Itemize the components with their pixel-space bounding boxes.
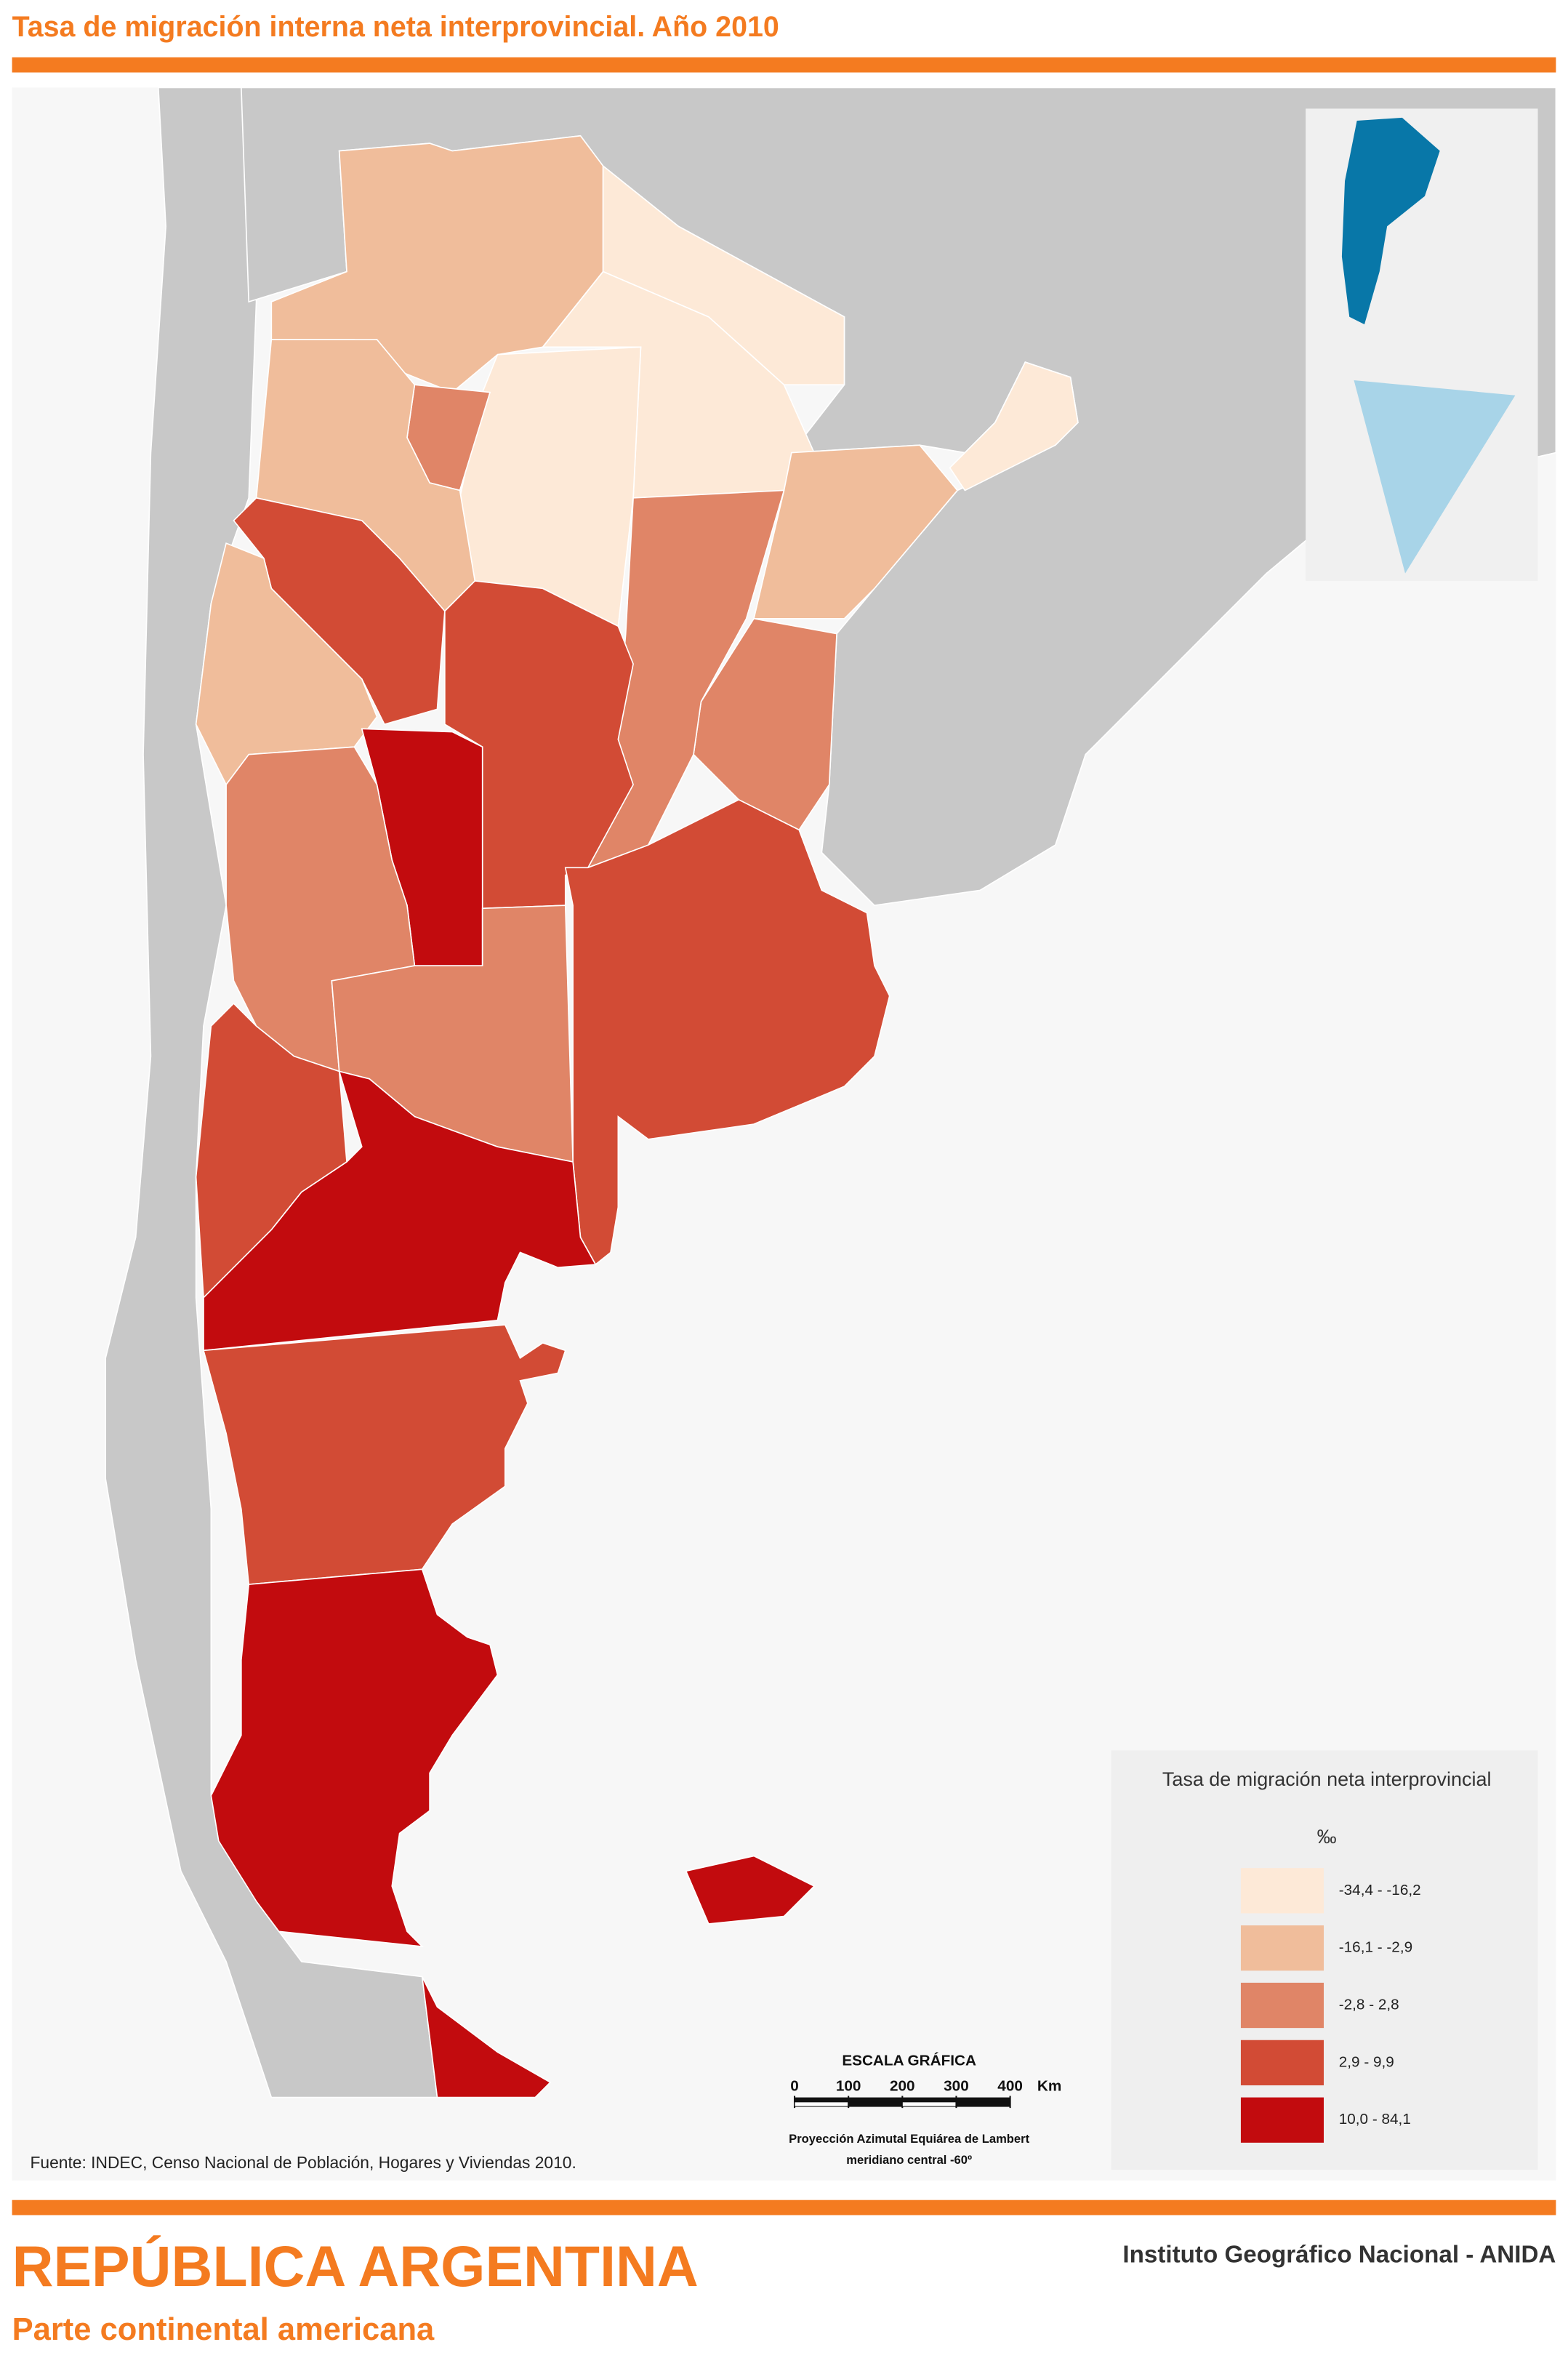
inset bbox=[1306, 108, 1538, 581]
institution: Instituto Geográfico Nacional - ANIDA bbox=[1122, 2241, 1556, 2268]
scale-segment bbox=[901, 2101, 957, 2107]
title: Tasa de migración interna neta interprov… bbox=[12, 11, 779, 43]
scale-segment bbox=[794, 2101, 849, 2107]
legend-label: 2,9 - 9,9 bbox=[1339, 2053, 1394, 2070]
province bbox=[752, 444, 959, 619]
scale-label: 200 bbox=[890, 2078, 915, 2095]
legend-swatch bbox=[1240, 1982, 1324, 2029]
province bbox=[949, 361, 1079, 492]
legend-box bbox=[1111, 1750, 1538, 2170]
scale-title: ESCALA GRÁFICA bbox=[842, 2052, 976, 2069]
province bbox=[685, 1855, 816, 1925]
top-bar bbox=[12, 57, 1556, 73]
scale-label: 0 bbox=[790, 2078, 799, 2095]
scale-segment bbox=[848, 2101, 903, 2107]
legend: -34,4 - -16,2 -16,1 - -2,9 -2,8 - 2,8 2,9 -… bbox=[1240, 1868, 1421, 2143]
province bbox=[210, 1568, 499, 1948]
scale-label: 400 bbox=[997, 2078, 1023, 2095]
source: Fuente: INDEC, Censo Nacional de Poblaci… bbox=[30, 2153, 576, 2172]
inset-country bbox=[1341, 117, 1440, 325]
inset-antarctic bbox=[1354, 380, 1516, 574]
legend-label: -2,8 - 2,8 bbox=[1339, 1996, 1399, 2013]
legend-label: -34,4 - -16,2 bbox=[1339, 1882, 1421, 1898]
scale-segment bbox=[956, 2097, 1010, 2102]
legend-unit: ‰ bbox=[1317, 1826, 1337, 1848]
footer-subtitle: Parte continental americana bbox=[12, 2312, 435, 2347]
legend-swatch bbox=[1240, 1868, 1324, 1914]
scale-unit: Km bbox=[1037, 2078, 1061, 2095]
projection: Proyección Azimutal Equiárea de Lambert bbox=[789, 2132, 1029, 2146]
scale-label: 300 bbox=[944, 2078, 969, 2095]
province bbox=[421, 1976, 552, 2098]
scale-label: 100 bbox=[836, 2078, 861, 2095]
province bbox=[203, 1070, 597, 1352]
province bbox=[202, 1324, 566, 1585]
scale-segment bbox=[955, 2101, 1011, 2107]
bottom-bar bbox=[12, 2199, 1556, 2215]
scale-segment bbox=[902, 2097, 957, 2102]
scale-segment bbox=[848, 2097, 903, 2102]
footer-title: REPÚBLICA ARGENTINA bbox=[12, 2234, 699, 2298]
projection: meridiano central -60º bbox=[846, 2153, 972, 2167]
legend-label: 10,0 - 84,1 bbox=[1339, 2111, 1411, 2128]
legend-title: Tasa de migración neta interprovincial bbox=[1162, 1768, 1492, 1790]
provinces bbox=[195, 135, 1079, 2098]
scale-bar: 0 100 200 300 400 Km bbox=[790, 2078, 1061, 2109]
legend-label: -16,1 - -2,9 bbox=[1339, 1939, 1412, 1956]
legend-swatch bbox=[1240, 2097, 1324, 2143]
legend-swatch bbox=[1240, 1925, 1324, 1971]
scale-segment bbox=[795, 2097, 849, 2102]
legend-swatch bbox=[1240, 2040, 1324, 2086]
